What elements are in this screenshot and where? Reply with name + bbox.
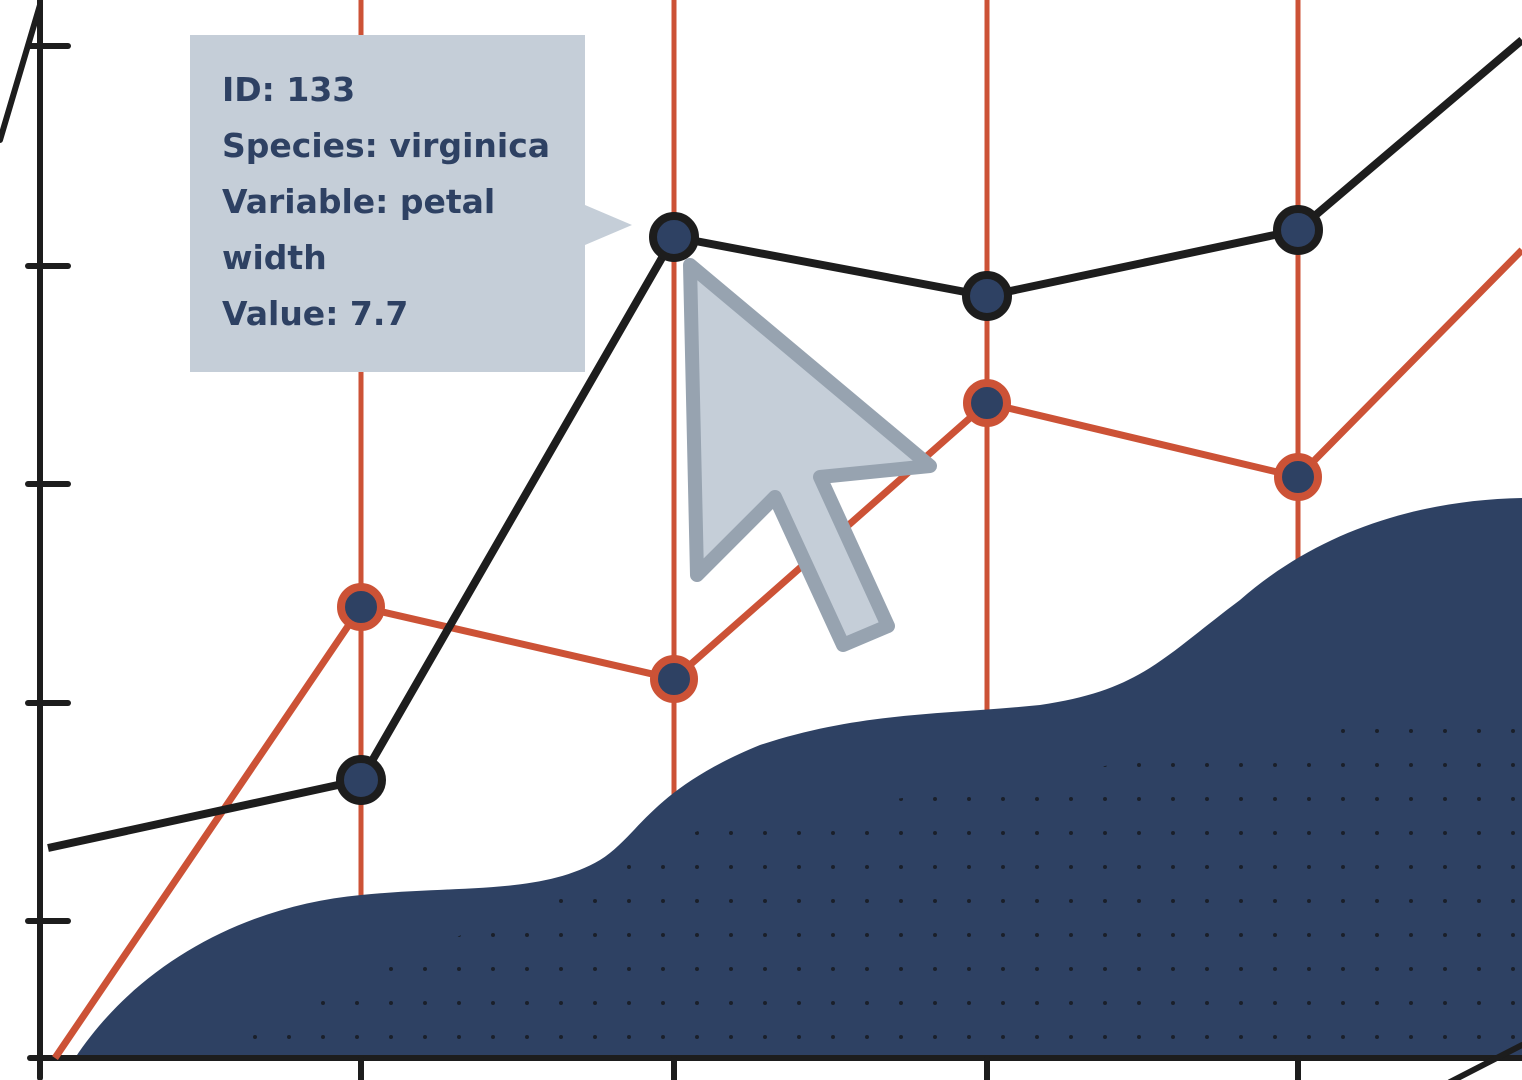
tooltip-box <box>190 35 632 372</box>
tooltip-line: Species: virginica <box>222 126 551 165</box>
black-markers <box>336 205 1323 805</box>
tooltip-line: ID: 133 <box>222 70 356 109</box>
orange-markers <box>337 379 1322 703</box>
tooltip: ID: 133 Species: virginica Variable: pet… <box>222 62 572 342</box>
area-dots <box>200 700 1522 1050</box>
tooltip-line: Value: 7.7 <box>222 294 409 333</box>
tooltip-line: Variable: petal width <box>222 182 496 277</box>
cursor <box>683 258 937 652</box>
black-line <box>47 36 1522 852</box>
